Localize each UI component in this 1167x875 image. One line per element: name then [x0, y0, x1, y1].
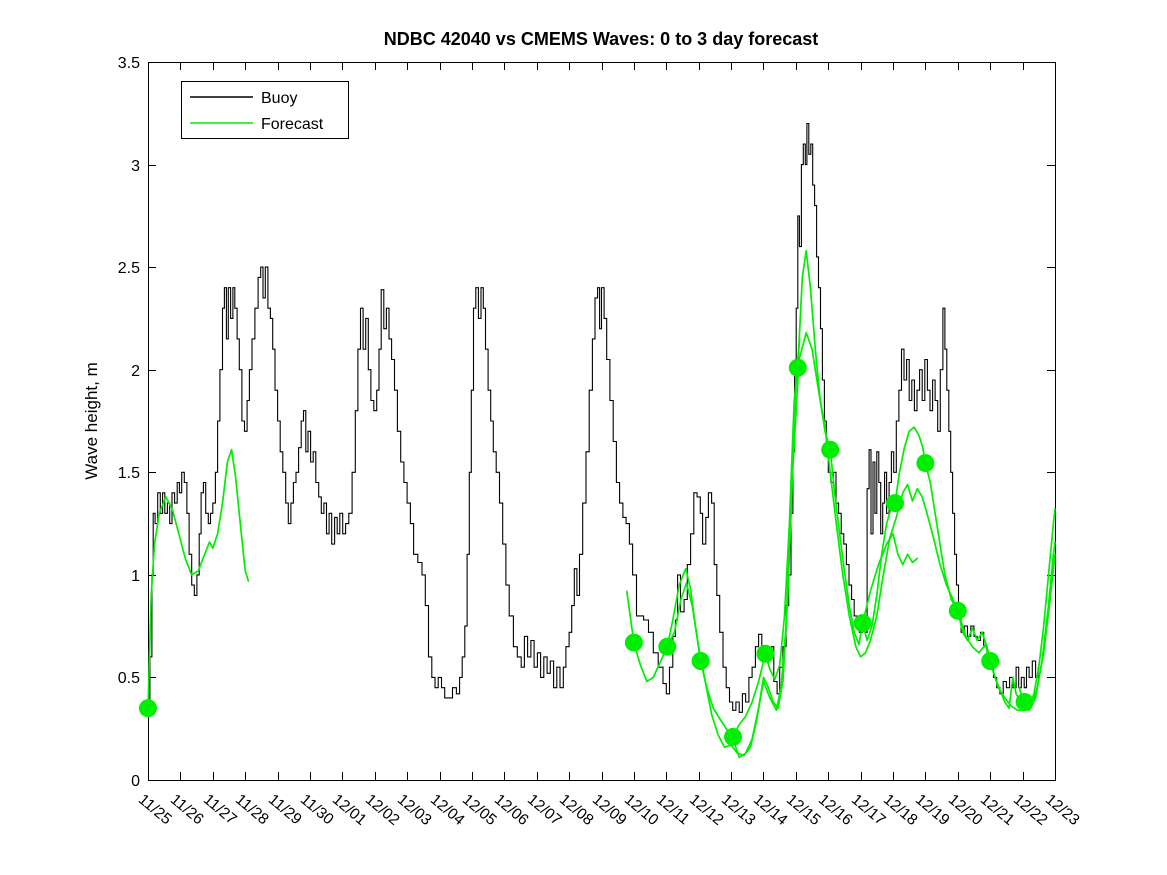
forecast-start-marker: [886, 494, 904, 513]
forecast-segment-line: [666, 331, 1056, 757]
legend-box: [181, 81, 349, 139]
x-tick-label: 12/18: [880, 791, 921, 829]
series-layer: [139, 122, 1056, 759]
x-tick-label: 12/15: [783, 791, 824, 829]
forecast-start-marker: [981, 652, 1000, 670]
x-tick-label: 11/29: [265, 791, 305, 828]
y-axis-label: Wave height, m: [82, 362, 101, 479]
x-tick-label: 12/13: [718, 791, 759, 829]
forecast-start-marker: [691, 652, 710, 670]
y-tick-label: 0: [131, 773, 140, 790]
forecast-start-marker: [756, 644, 775, 663]
x-tick-label: 12/05: [459, 791, 500, 829]
x-tick-label: 12/12: [686, 791, 727, 829]
legend-forecast-label: Forecast: [261, 116, 324, 133]
y-tick-label: 3: [131, 158, 140, 175]
legend: Buoy Forecast: [181, 81, 349, 139]
x-tick-label: 12/06: [491, 791, 532, 829]
x-tick-label: 12/19: [912, 791, 953, 829]
chart-title: NDBC 42040 vs CMEMS Waves: 0 to 3 day fo…: [384, 29, 819, 49]
forecast-segment-line: [147, 448, 250, 710]
x-tick-label: 12/14: [750, 791, 791, 829]
x-tick-label: 12/22: [1010, 791, 1051, 829]
axes: [148, 62, 1056, 781]
tick-labels: 11/2511/2611/2711/2811/2911/3012/0112/02…: [118, 55, 1083, 829]
x-tick-label: 12/09: [589, 791, 630, 829]
forecast-start-marker: [624, 633, 643, 652]
y-tick-label: 2.5: [118, 260, 140, 277]
plot-box: [148, 62, 1056, 781]
forecast-start-marker: [788, 358, 807, 377]
x-tick-label: 12/10: [621, 791, 662, 829]
buoy-series-line: [148, 122, 1039, 713]
x-tick-label: 12/02: [362, 791, 403, 829]
x-tick-label: 11/26: [167, 791, 207, 828]
x-tick-label: 12/16: [815, 791, 856, 829]
x-tick-label: 11/30: [297, 791, 337, 828]
x-tick-label: 12/07: [524, 791, 565, 829]
forecast-start-marker: [853, 614, 872, 633]
forecast-start-marker: [916, 454, 935, 473]
y-tick-label: 1.5: [118, 465, 140, 482]
x-tick-label: 11/28: [232, 791, 272, 828]
forecast-start-marker: [139, 699, 157, 718]
legend-buoy-label: Buoy: [261, 90, 297, 107]
x-tick-label: 12/23: [1042, 791, 1083, 829]
forecast-start-marker: [658, 637, 677, 656]
forecast-start-marker: [1015, 693, 1034, 711]
y-tick-label: 3.5: [118, 55, 140, 72]
x-tick-label: 12/11: [653, 791, 693, 828]
x-tick-label: 12/03: [394, 791, 435, 829]
y-tick-label: 2: [131, 363, 140, 380]
y-tick-label: 0.5: [118, 670, 140, 687]
x-tick-label: 12/01: [329, 791, 370, 829]
x-tick-label: 12/04: [427, 791, 468, 829]
forecast-start-marker: [724, 727, 742, 746]
forecast-segment-line: [732, 338, 801, 759]
x-tick-label: 12/21: [977, 791, 1018, 829]
x-tick-label: 11/25: [135, 791, 175, 828]
x-tick-label: 11/27: [200, 791, 240, 828]
x-tick-label: 12/08: [556, 791, 597, 829]
y-tick-label: 1: [131, 568, 140, 585]
forecast-segment-line: [861, 532, 919, 624]
forecast-start-marker: [948, 601, 967, 620]
x-tick-label: 12/20: [945, 791, 986, 829]
forecast-start-marker: [821, 440, 840, 459]
x-tick-label: 12/17: [848, 791, 889, 829]
